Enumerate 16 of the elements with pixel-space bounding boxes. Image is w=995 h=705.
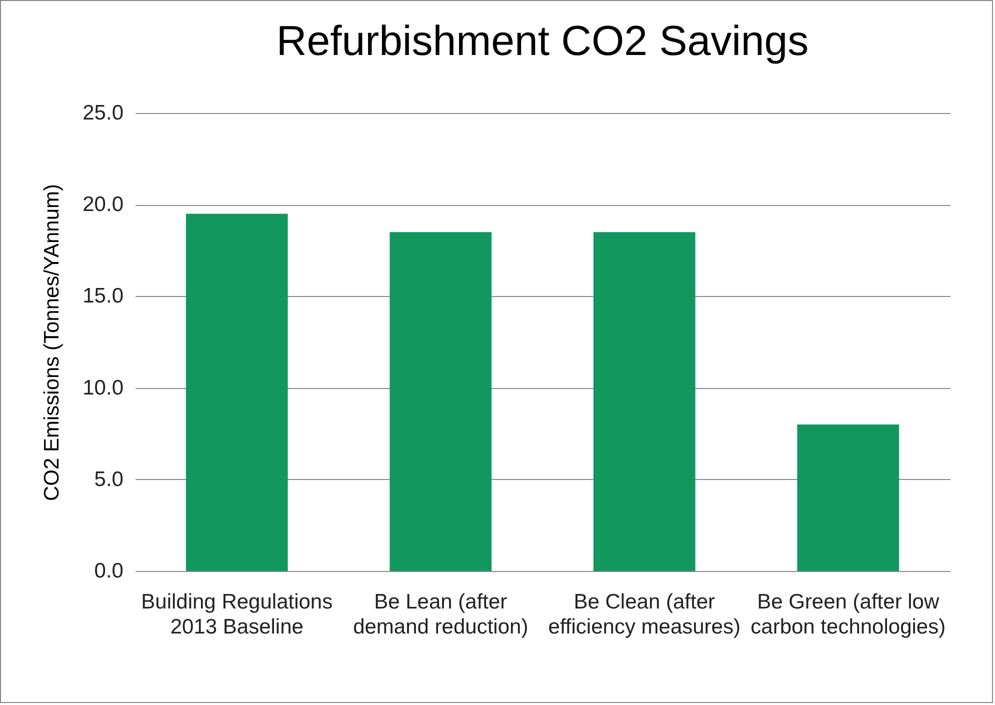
x-tick-label: Be Lean (after demand reduction) xyxy=(353,590,528,638)
y-tick-label: 0.0 xyxy=(94,560,124,582)
x-tick-label: Building Regulations 2013 Baseline xyxy=(141,590,333,638)
bar xyxy=(593,232,696,571)
chart-title: Refurbishment CO2 Savings xyxy=(276,17,809,64)
y-tick-label: 15.0 xyxy=(82,284,124,308)
bar xyxy=(797,424,900,571)
y-tick-label: 5.0 xyxy=(94,468,124,491)
bar xyxy=(390,232,492,571)
y-tick-label: 25.0 xyxy=(82,102,124,124)
x-tick-label: Be Clean (after efficiency measures) xyxy=(548,590,740,638)
bar xyxy=(186,214,288,571)
x-tick-label: Be Green (after low carbon technologies) xyxy=(750,590,946,638)
y-axis-title: CO2 Emissions (Tonnes/YAnnum) xyxy=(40,184,64,502)
y-tick-label: 10.0 xyxy=(82,376,124,400)
y-tick-label: 20.0 xyxy=(82,193,124,216)
